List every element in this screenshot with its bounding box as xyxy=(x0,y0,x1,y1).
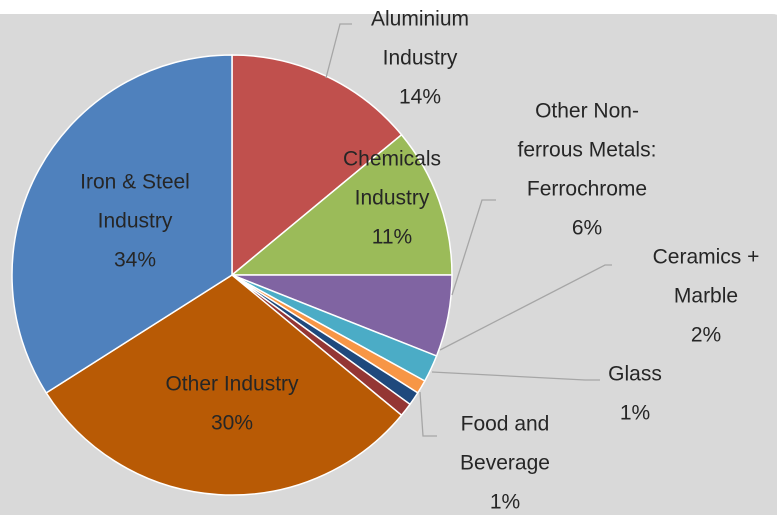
category-label: Aluminium xyxy=(371,8,469,31)
labels: Aluminium Industry 14% Chemicals Industry 11%… xyxy=(80,8,759,514)
category-label: Glass xyxy=(608,363,662,386)
category-label: Other Non- xyxy=(535,100,639,123)
pie-slice xyxy=(229,133,453,276)
value-label: 34% xyxy=(114,249,156,272)
pie-slice xyxy=(45,274,403,496)
leader-line xyxy=(419,391,437,437)
category-label: Industry xyxy=(355,187,430,210)
category-label: Food and xyxy=(461,413,550,436)
value-label: 30% xyxy=(211,412,253,435)
value-label: 14% xyxy=(399,86,441,109)
category-label: Ferrochrome xyxy=(527,178,647,201)
leader-line xyxy=(451,199,496,296)
leader-line xyxy=(431,371,600,381)
pie xyxy=(11,54,453,496)
value-label: 11% xyxy=(372,226,412,249)
value-label: 1% xyxy=(490,491,520,514)
category-label: Chemicals xyxy=(343,148,441,171)
value-label: 2% xyxy=(691,324,721,347)
category-label: Marble xyxy=(674,285,738,308)
category-label: Iron & Steel xyxy=(80,171,190,194)
leader-line xyxy=(439,264,612,351)
pie-slice xyxy=(231,54,403,277)
value-label: 1% xyxy=(620,402,650,425)
category-label: Industry xyxy=(383,47,458,70)
category-label: Industry xyxy=(98,210,173,233)
category-label: Beverage xyxy=(460,452,550,475)
category-label: ferrous Metals: xyxy=(518,139,657,162)
pie-slice xyxy=(11,54,233,394)
leader-line xyxy=(325,23,352,79)
value-label: 6% xyxy=(572,217,602,240)
category-label: Ceramics + xyxy=(653,246,760,269)
category-label: Other Industry xyxy=(165,373,299,396)
